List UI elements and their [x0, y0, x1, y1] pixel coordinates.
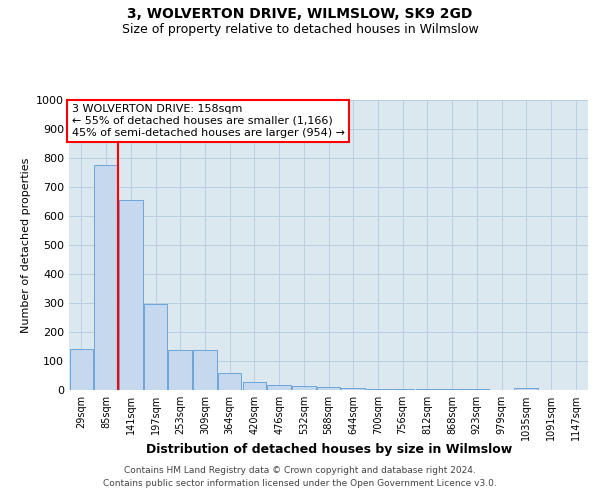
Bar — [292, 386, 316, 390]
Text: 3 WOLVERTON DRIVE: 158sqm
← 55% of detached houses are smaller (1,166)
45% of se: 3 WOLVERTON DRIVE: 158sqm ← 55% of detac… — [71, 104, 344, 138]
Bar — [70, 350, 93, 390]
Bar — [514, 388, 538, 390]
Bar — [317, 386, 340, 390]
Text: 3, WOLVERTON DRIVE, WILMSLOW, SK9 2GD: 3, WOLVERTON DRIVE, WILMSLOW, SK9 2GD — [127, 8, 473, 22]
Text: Contains HM Land Registry data © Crown copyright and database right 2024.
Contai: Contains HM Land Registry data © Crown c… — [103, 466, 497, 487]
Bar — [366, 388, 389, 390]
Y-axis label: Number of detached properties: Number of detached properties — [20, 158, 31, 332]
Bar — [144, 304, 167, 390]
Text: Size of property relative to detached houses in Wilmslow: Size of property relative to detached ho… — [122, 22, 478, 36]
Bar — [416, 389, 439, 390]
Bar — [391, 388, 415, 390]
Bar — [341, 388, 365, 390]
Bar — [218, 374, 241, 390]
Bar — [119, 200, 143, 390]
Bar — [193, 350, 217, 390]
Bar — [242, 382, 266, 390]
Bar — [94, 166, 118, 390]
Text: Distribution of detached houses by size in Wilmslow: Distribution of detached houses by size … — [146, 442, 512, 456]
Bar — [268, 385, 291, 390]
Bar — [169, 350, 192, 390]
